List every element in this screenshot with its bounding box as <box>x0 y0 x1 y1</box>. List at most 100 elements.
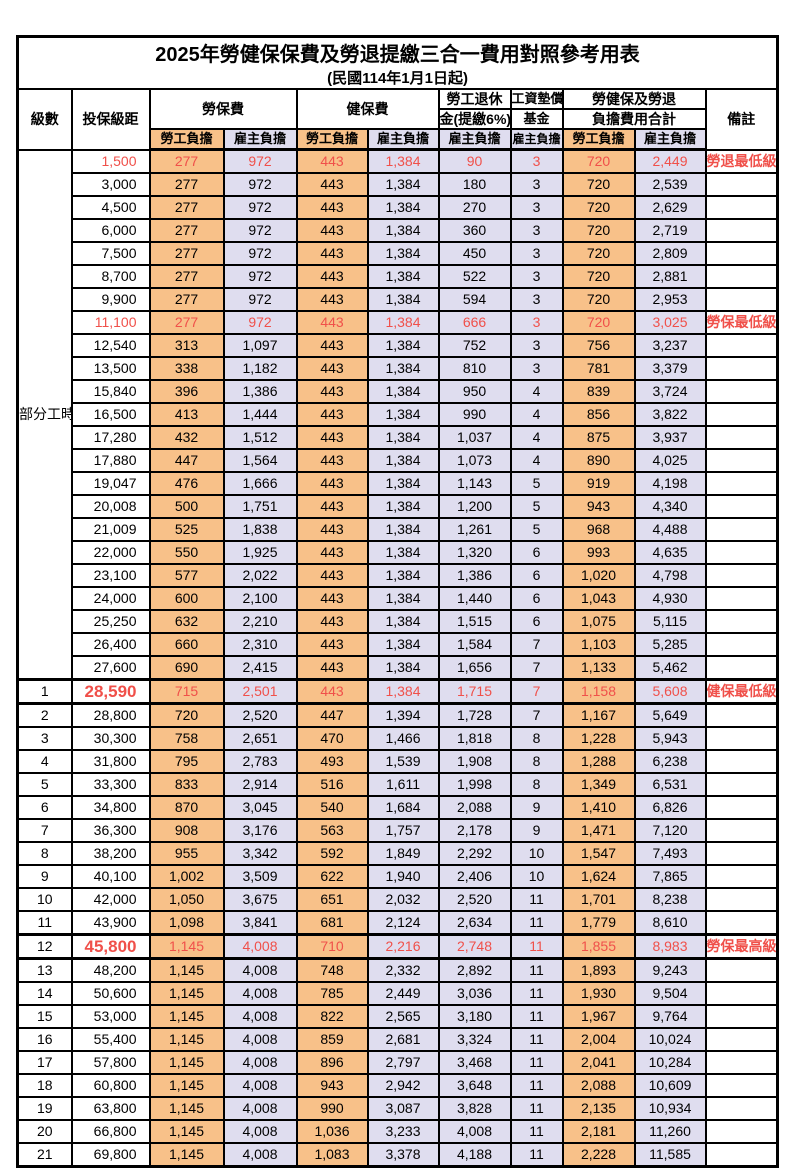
cell-health-insurance-employee: 681 <box>295 910 369 936</box>
cell-total-employee: 1,471 <box>561 818 636 843</box>
cell-bracket: 7,500 <box>70 241 151 266</box>
table-row: 16,500 413 1,444 443 1,384 990 4 856 3,822 <box>18 402 779 427</box>
cell-health-insurance-employee: 443 <box>295 586 369 611</box>
table-row: 5 33,300 833 2,914 516 1,611 1,998 8 1,349 6,531 <box>16 772 779 797</box>
table-row: 20,008 500 1,751 443 1,384 1,200 5 943 4,340 <box>18 494 779 519</box>
cell-pension-employer: 90 <box>437 148 512 174</box>
cell-health-insurance-employer: 1,384 <box>366 586 440 611</box>
cell-health-insurance-employer: 1,384 <box>366 494 440 519</box>
cell-wage-fund-employer: 11 <box>509 957 564 983</box>
cell-pension-employer: 3,324 <box>437 1027 512 1052</box>
table-row: 9,900 277 972 443 1,384 594 3 720 2,953 <box>18 287 779 312</box>
cell-remark <box>704 287 779 312</box>
cell-wage-fund-employer: 5 <box>509 517 564 542</box>
table-row: 24,000 600 2,100 443 1,384 1,440 6 1,043 4,930 <box>18 586 779 611</box>
cell-total-employee: 720 <box>561 148 636 174</box>
cell-health-insurance-employer: 1,940 <box>366 864 440 889</box>
table-row: 14 50,600 1,145 4,008 785 2,449 3,036 11 1,930 9,… <box>16 981 779 1006</box>
cell-wage-fund-employer: 11 <box>509 1119 564 1144</box>
cell-pension-employer: 3,648 <box>437 1073 512 1098</box>
cell-bracket: 31,800 <box>70 749 151 774</box>
cell-health-insurance-employee: 563 <box>295 818 369 843</box>
cell-remark <box>704 402 779 427</box>
cell-remark <box>704 818 779 843</box>
cell-remark <box>704 795 779 820</box>
cell-remark <box>704 887 779 912</box>
cell-pension-employer: 2,178 <box>437 818 512 843</box>
cell-total-employer: 8,983 <box>633 933 707 960</box>
cell-total-employer: 5,943 <box>633 726 707 751</box>
cell-labor-insurance-employee: 277 <box>148 148 225 174</box>
cell-bracket: 60,800 <box>70 1073 151 1098</box>
cell-labor-insurance-employee: 1,145 <box>148 1073 225 1098</box>
cell-total-employer: 2,629 <box>633 195 707 220</box>
cell-health-insurance-employer: 1,757 <box>366 818 440 843</box>
cell-health-insurance-employee: 443 <box>295 241 369 266</box>
cell-bracket: 27,600 <box>70 655 151 681</box>
cell-total-employee: 1,103 <box>561 632 636 657</box>
cell-wage-fund-employer: 11 <box>509 1027 564 1052</box>
cell-labor-insurance-employer: 3,176 <box>222 818 298 843</box>
cell-bracket: 21,009 <box>70 517 151 542</box>
cell-labor-insurance-employer: 1,097 <box>222 333 298 358</box>
cell-level: 12 <box>16 933 73 960</box>
col-header-pension-line1: 勞工退休 <box>437 88 512 110</box>
cell-remark: 勞保最低級距 <box>704 310 779 335</box>
cell-remark <box>704 1096 779 1121</box>
cell-pension-employer: 2,748 <box>437 933 512 960</box>
cell-pension-employer: 752 <box>437 333 512 358</box>
cell-wage-fund-employer: 7 <box>509 632 564 657</box>
cell-labor-insurance-employee: 870 <box>148 795 225 820</box>
cell-pension-employer: 3,828 <box>437 1096 512 1121</box>
cell-labor-insurance-employer: 1,838 <box>222 517 298 542</box>
cell-remark <box>704 241 779 266</box>
cell-wage-fund-employer: 3 <box>509 264 564 289</box>
cell-remark <box>704 333 779 358</box>
cell-bracket: 1,500 <box>70 148 151 174</box>
cell-total-employee: 2,181 <box>561 1119 636 1144</box>
table-row: 17 57,800 1,145 4,008 896 2,797 3,468 11 2,041 10… <box>16 1050 779 1075</box>
cell-wage-fund-employer: 10 <box>509 864 564 889</box>
cell-level: 21 <box>16 1142 73 1168</box>
cell-pension-employer: 2,634 <box>437 910 512 936</box>
cell-wage-fund-employer: 3 <box>509 310 564 335</box>
cell-pension-employer: 990 <box>437 402 512 427</box>
cell-labor-insurance-employee: 500 <box>148 494 225 519</box>
cell-health-insurance-employee: 443 <box>295 195 369 220</box>
subheader-health-employer: 雇主負擔 <box>366 128 440 151</box>
cell-level: 20 <box>16 1119 73 1144</box>
cell-wage-fund-employer: 11 <box>509 1004 564 1029</box>
cell-remark <box>704 425 779 450</box>
cell-total-employee: 943 <box>561 494 636 519</box>
cell-total-employer: 10,609 <box>633 1073 707 1098</box>
cell-labor-insurance-employer: 3,342 <box>222 841 298 866</box>
cell-level: 15 <box>16 1004 73 1029</box>
cell-health-insurance-employer: 1,384 <box>366 425 440 450</box>
cell-wage-fund-employer: 8 <box>509 726 564 751</box>
cell-labor-insurance-employer: 2,783 <box>222 749 298 774</box>
cell-bracket: 48,200 <box>70 957 151 983</box>
cell-total-employee: 720 <box>561 287 636 312</box>
cell-labor-insurance-employer: 4,008 <box>222 1050 298 1075</box>
cell-remark <box>704 957 779 983</box>
cell-total-employer: 4,340 <box>633 494 707 519</box>
cell-pension-employer: 1,715 <box>437 678 512 705</box>
cell-health-insurance-employer: 2,216 <box>366 933 440 960</box>
cell-total-employee: 2,041 <box>561 1050 636 1075</box>
part-time-label-cell: 部分工時 <box>16 148 73 681</box>
cell-total-employer: 3,379 <box>633 356 707 381</box>
cell-total-employer: 3,822 <box>633 402 707 427</box>
cell-total-employer: 7,865 <box>633 864 707 889</box>
cell-pension-employer: 3,180 <box>437 1004 512 1029</box>
cell-health-insurance-employee: 443 <box>295 494 369 519</box>
cell-bracket: 19,047 <box>70 471 151 496</box>
col-header-level: 級數 <box>16 88 73 151</box>
cell-health-insurance-employee: 710 <box>295 933 369 960</box>
col-header-remark: 備註 <box>704 88 779 151</box>
cell-total-employer: 4,025 <box>633 448 707 473</box>
table-row: 21 69,800 1,145 4,008 1,083 3,378 4,188 11 2,228… <box>16 1142 779 1168</box>
cell-health-insurance-employer: 1,384 <box>366 632 440 657</box>
cell-total-employee: 1,547 <box>561 841 636 866</box>
cell-total-employer: 4,488 <box>633 517 707 542</box>
cell-total-employee: 856 <box>561 402 636 427</box>
